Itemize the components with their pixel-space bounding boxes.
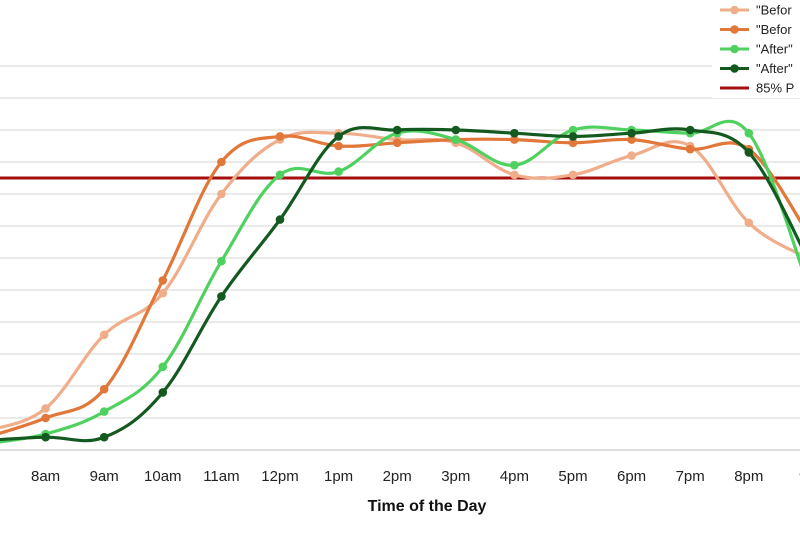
data-point bbox=[158, 388, 168, 397]
data-point bbox=[41, 432, 50, 442]
data-point bbox=[217, 256, 226, 266]
series-4 bbox=[0, 125, 800, 443]
data-point bbox=[510, 170, 519, 180]
data-point bbox=[217, 292, 226, 301]
x-tick-label: 2pm bbox=[383, 468, 412, 485]
data-point bbox=[217, 189, 226, 199]
series-line bbox=[0, 119, 800, 444]
legend-label: 85% P bbox=[756, 81, 794, 96]
x-tick-label: 8am bbox=[31, 468, 60, 485]
series-layer bbox=[0, 119, 800, 444]
x-tick-label: 10am bbox=[144, 468, 182, 485]
x-tick-label: 4pm bbox=[500, 468, 529, 485]
legend-marker bbox=[730, 64, 739, 73]
data-point bbox=[158, 276, 168, 285]
data-point bbox=[99, 432, 109, 442]
data-point bbox=[627, 135, 636, 144]
legend-item: 85% P bbox=[720, 81, 794, 96]
data-point bbox=[627, 128, 636, 138]
data-point bbox=[99, 384, 109, 394]
data-point bbox=[99, 407, 109, 416]
x-tick-label: 3pm bbox=[441, 468, 470, 485]
x-tick-label: 5pm bbox=[558, 468, 587, 485]
legend-label: "After" bbox=[756, 42, 793, 57]
data-point bbox=[334, 167, 343, 176]
data-point bbox=[275, 215, 285, 224]
series-3 bbox=[0, 119, 800, 444]
x-tick-label: 12pm bbox=[261, 468, 299, 485]
x-tick-label: 6pm bbox=[617, 468, 646, 485]
data-point bbox=[685, 144, 695, 154]
data-point bbox=[275, 132, 285, 141]
data-point bbox=[568, 125, 578, 135]
x-tick-labels: m8am9am10am11am12pm1pm2pm3pm4pm5pm6pm7pm… bbox=[31, 468, 800, 485]
legend-label: "Befor bbox=[756, 3, 792, 18]
legend-item: "After" bbox=[720, 42, 793, 57]
data-point bbox=[510, 135, 519, 144]
legend: "Befor "Befor "After" "After" 85% P bbox=[712, 0, 800, 98]
data-point bbox=[744, 128, 754, 138]
data-point bbox=[568, 138, 578, 148]
legend-item: "After" bbox=[720, 61, 793, 76]
data-point bbox=[158, 362, 168, 372]
data-point bbox=[744, 148, 754, 157]
data-point bbox=[510, 160, 519, 170]
data-point bbox=[451, 135, 461, 144]
series-2 bbox=[0, 132, 800, 435]
data-point bbox=[217, 157, 226, 167]
data-point bbox=[510, 128, 519, 138]
x-tick-label: 7pm bbox=[676, 468, 705, 485]
data-point bbox=[158, 288, 168, 298]
legend-marker bbox=[730, 25, 739, 34]
data-point bbox=[41, 413, 50, 423]
legend-marker bbox=[730, 44, 739, 54]
legend-label: "Befor bbox=[756, 22, 792, 37]
legend-item: "Befor bbox=[720, 3, 792, 18]
legend-label: "After" bbox=[756, 61, 793, 76]
data-point bbox=[392, 138, 402, 148]
data-point bbox=[568, 170, 578, 180]
data-point bbox=[275, 170, 285, 180]
legend-marker bbox=[730, 5, 739, 15]
x-tick-label: 9am bbox=[90, 468, 119, 485]
x-tick-label: 1pm bbox=[324, 468, 353, 485]
data-point bbox=[451, 125, 461, 135]
data-point bbox=[334, 141, 343, 151]
x-tick-label: 11am bbox=[203, 468, 239, 485]
data-point bbox=[41, 404, 50, 413]
x-axis-title: Time of the Day bbox=[368, 498, 487, 515]
data-point bbox=[99, 330, 109, 340]
legend-item: "Befor bbox=[720, 22, 792, 37]
data-point bbox=[627, 151, 636, 160]
series-line bbox=[0, 134, 800, 435]
series-1 bbox=[0, 128, 800, 430]
series-line bbox=[0, 125, 800, 443]
data-point bbox=[334, 132, 343, 141]
data-point bbox=[744, 218, 754, 228]
x-tick-label: 8pm bbox=[734, 468, 763, 485]
data-point bbox=[568, 132, 578, 141]
grid-lines bbox=[0, 65, 800, 451]
data-point bbox=[392, 125, 402, 135]
data-point bbox=[685, 125, 695, 135]
